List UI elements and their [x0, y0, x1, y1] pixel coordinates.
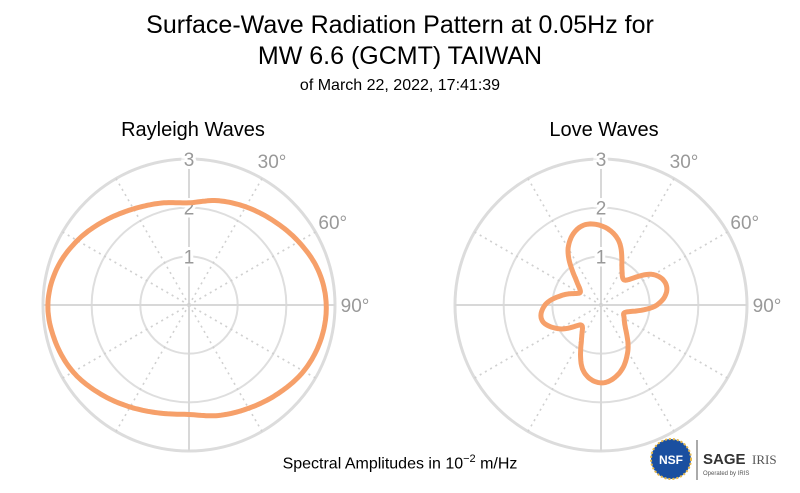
rayleigh-panel-title: Rayleigh Waves — [121, 119, 265, 141]
rayleigh-angle-tick-60: 60° — [318, 213, 347, 234]
love-angle-tick-30: 30° — [670, 152, 699, 173]
love-spoke-240 — [474, 304, 602, 379]
nsf-logo-ring — [650, 438, 692, 480]
rayleigh-angle-tick-90: 90° — [341, 296, 370, 317]
sage-logo-text: SAGE — [703, 451, 746, 468]
love-spoke-120 — [600, 304, 728, 379]
rayleigh-spoke-30 — [188, 178, 263, 306]
nsf-logo-text: NSF — [659, 453, 683, 467]
rayleigh-spoke-210 — [115, 304, 190, 432]
rayleigh-spoke-240 — [62, 304, 190, 379]
love-radial-tick-3: 3 — [596, 150, 607, 171]
love-spoke-330 — [527, 178, 602, 306]
chart-title-line1: Surface-Wave Radiation Pattern at 0.05Hz… — [146, 11, 654, 39]
caption-exponent: −2 — [463, 453, 476, 465]
love-spoke-60 — [600, 231, 728, 306]
rayleigh-angle-tick-30: 30° — [258, 152, 287, 173]
rayleigh-spoke-60 — [188, 231, 316, 306]
love-angle-tick-60: 60° — [730, 213, 759, 234]
rayleigh-radial-tick-3: 3 — [184, 150, 195, 171]
chart-title-line2: MW 6.6 (GCMT) TAIWAN — [257, 42, 543, 70]
nsf-logo-icon — [651, 439, 691, 479]
rayleigh-radial-tick-1: 1 — [184, 247, 195, 268]
iris-logo-text: IRIS — [752, 452, 777, 467]
love-angle-tick-90: 90° — [753, 296, 782, 317]
chart-subtitle: of March 22, 2022, 17:41:39 — [299, 77, 501, 94]
rayleigh-spoke-330 — [115, 178, 190, 306]
love-radial-tick-1: 1 — [596, 247, 607, 268]
love-spoke-30 — [600, 178, 675, 306]
caption-prefix: Spectral Amplitudes in 10 — [282, 455, 464, 473]
love-radial-tick-2: 2 — [596, 199, 607, 220]
rayleigh-spoke-300 — [62, 231, 190, 306]
nsf-sage-iris-logo: NSF SAGE IRIS Operated by IRIS — [650, 438, 777, 480]
love-spoke-210 — [527, 304, 602, 432]
love-spoke-150 — [600, 304, 675, 432]
operated-by-text: Operated by IRIS — [703, 471, 749, 477]
amplitude-units-caption: Spectral Amplitudes in 10−2 m/Hz — [0, 453, 800, 473]
caption-suffix: m/Hz — [475, 455, 518, 473]
rayleigh-spoke-120 — [188, 304, 316, 379]
rayleigh-radiation-pattern-line — [45, 198, 329, 419]
love-panel-title: Love Waves — [549, 119, 659, 141]
love-radiation-pattern-line — [538, 221, 670, 386]
